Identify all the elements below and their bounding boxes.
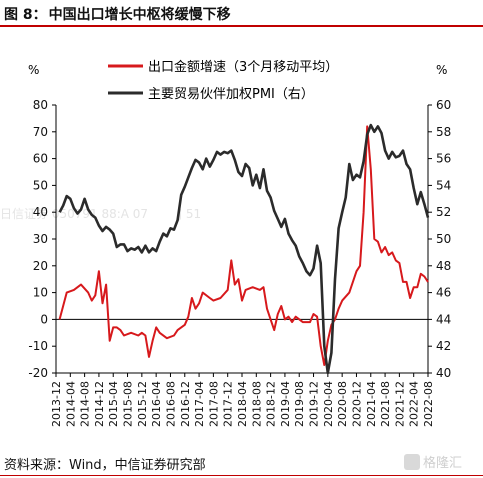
left-tick-label: -10 <box>28 339 48 353</box>
right-tick-label: 56 <box>436 152 451 166</box>
x-tick-label: 2018-08 <box>250 381 263 427</box>
legend-label-export: 出口金额增速（3个月移动平均） <box>148 59 338 75</box>
logo-text: 格隆汇 <box>423 455 462 471</box>
right-tick-label: 40 <box>436 366 451 380</box>
right-tick-label: 48 <box>436 259 451 273</box>
right-tick-label: 58 <box>436 125 451 139</box>
x-tick-label: 2015-04 <box>107 381 120 427</box>
x-tick-label: 2014-08 <box>79 381 92 427</box>
title-rule <box>0 25 483 27</box>
left-tick-label: 60 <box>33 152 48 166</box>
right-tick-label: 60 <box>436 98 451 112</box>
left-tick-label: -20 <box>28 366 48 380</box>
x-tick-label: 2020-04 <box>322 381 335 427</box>
right-tick-label: 44 <box>436 312 451 326</box>
x-tick-label: 2021-12 <box>393 381 406 427</box>
x-tick-label: 2014-12 <box>93 381 106 427</box>
x-tick-label: 2022-04 <box>408 381 421 427</box>
left-tick-label: 0 <box>40 312 48 326</box>
right-tick-label: 42 <box>436 339 451 353</box>
x-tick-label: 2017-04 <box>193 381 206 427</box>
left-tick-label: 10 <box>33 286 48 300</box>
x-tick-label: 2020-08 <box>336 381 349 427</box>
x-tick-label: 2013-12 <box>50 381 63 427</box>
x-tick-label: 2019-04 <box>279 381 292 427</box>
left-tick-label: 70 <box>33 125 48 139</box>
figure-title: 图 8： 中国出口增长中枢将缓慢下移 <box>4 4 231 24</box>
left-tick-label: 20 <box>33 259 48 273</box>
bottom-rule <box>0 475 483 476</box>
gelonghui-logo: 格隆汇 <box>404 454 462 471</box>
x-tick-label: 2016-08 <box>164 381 177 427</box>
left-tick-label: 80 <box>33 98 48 112</box>
x-tick-label: 2015-08 <box>122 381 135 427</box>
x-tick-label: 2014-04 <box>64 381 77 427</box>
x-tick-label: 2016-12 <box>179 381 192 427</box>
legend-label-pmi: 主要贸易伙伴加权PMI（右） <box>148 86 314 102</box>
x-tick-label: 2021-08 <box>379 381 392 427</box>
right-tick-label: 50 <box>436 232 451 246</box>
x-tick-label: 2018-04 <box>236 381 249 427</box>
left-tick-label: 30 <box>33 232 48 246</box>
source-line: 资料来源：Wind，中信证券研究部 <box>4 458 206 473</box>
x-tick-label: 2020-12 <box>350 381 363 427</box>
x-tick-label: 2021-04 <box>365 381 378 427</box>
right-tick-label: 52 <box>436 205 451 219</box>
x-tick-label: 2018-12 <box>265 381 278 427</box>
x-tick-label: 2017-08 <box>207 381 220 427</box>
right-tick-label: 54 <box>436 178 451 192</box>
series-line-partner-pmi <box>58 123 430 375</box>
right-axis-unit: % <box>436 63 447 77</box>
figure-number: 图 8： <box>4 7 47 23</box>
legend: 出口金额增速（3个月移动平均） 主要贸易伙伴加权PMI（右） <box>108 59 338 102</box>
watermark-text: 日信证券 050791 88:A 07 J 51 <box>0 207 202 221</box>
x-tick-label: 2019-12 <box>308 381 321 427</box>
x-tick-label: 2015-12 <box>136 381 149 427</box>
left-axis-unit: % <box>28 63 39 77</box>
x-tick-label: 2019-08 <box>293 381 306 427</box>
left-tick-label: 40 <box>33 205 48 219</box>
chart: 出口金额增速（3个月移动平均） 主要贸易伙伴加权PMI（右） % % -20 -1… <box>28 59 451 427</box>
logo-mark <box>404 454 420 470</box>
x-tick-label: 2022-08 <box>422 381 435 427</box>
left-tick-label: 50 <box>33 178 48 192</box>
right-tick-label: 46 <box>436 286 451 300</box>
x-tick-label: 2017-12 <box>222 381 235 427</box>
figure-title-text: 中国出口增长中枢将缓慢下移 <box>48 7 231 23</box>
series-line-export-growth <box>58 125 429 366</box>
x-tick-label: 2016-04 <box>150 381 163 427</box>
